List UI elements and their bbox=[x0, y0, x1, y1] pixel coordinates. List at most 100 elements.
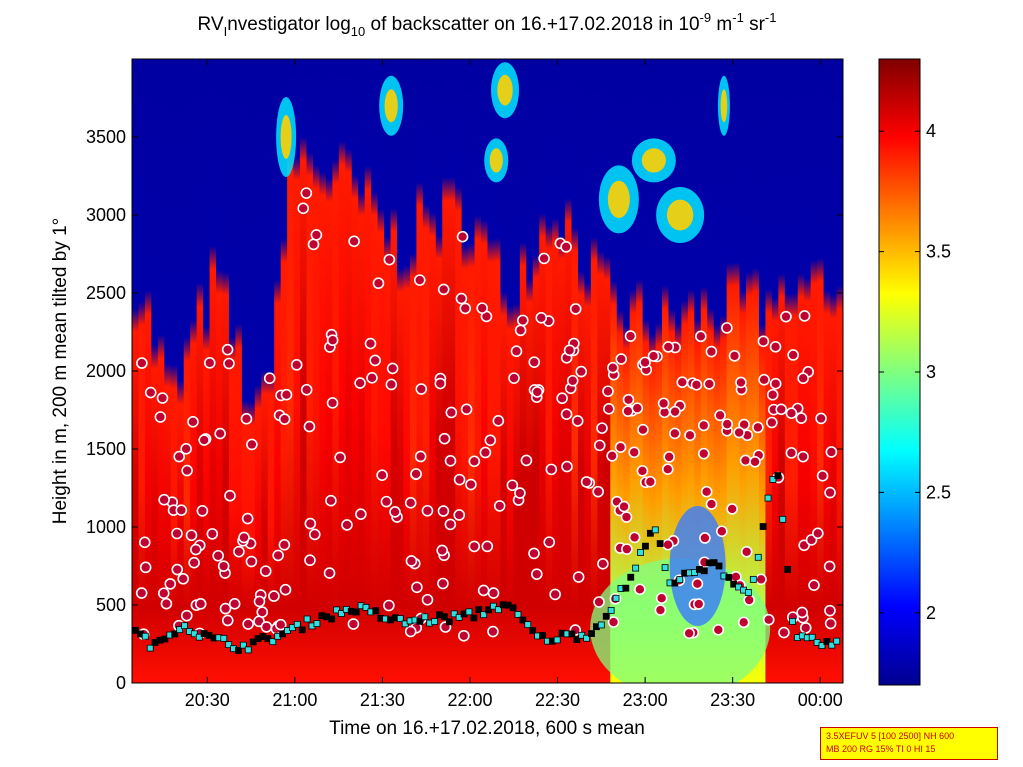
backscatter-peak-marker bbox=[699, 532, 711, 544]
backscatter-peak-marker bbox=[716, 525, 728, 538]
backscatter-peak-marker bbox=[190, 543, 202, 556]
backscatter-peak-marker bbox=[355, 508, 367, 520]
heatmap-column bbox=[707, 59, 715, 683]
cloud-base-marker bbox=[632, 564, 640, 572]
backscatter-peak-marker bbox=[444, 455, 457, 467]
backscatter-peak-marker bbox=[692, 598, 705, 610]
backscatter-peak-marker bbox=[180, 609, 193, 622]
backscatter-peak-marker bbox=[348, 235, 360, 248]
heatmap-column bbox=[771, 59, 779, 683]
heatmap-column bbox=[222, 59, 230, 683]
cloud-base-marker bbox=[754, 553, 762, 561]
heatmap-column bbox=[506, 59, 514, 683]
heatmap-column bbox=[332, 59, 340, 683]
backscatter-peak-marker bbox=[628, 531, 641, 544]
heatmap-column bbox=[351, 59, 359, 683]
backscatter-peak-marker bbox=[437, 577, 449, 590]
heatmap-column bbox=[377, 59, 385, 683]
heatmap-column bbox=[455, 59, 463, 683]
x-axis: 20:30 21:00 21:30 22:00 22:30 23:00 23:30 00:00 bbox=[185, 59, 843, 710]
backscatter-peak-marker bbox=[569, 303, 582, 315]
backscatter-peak-marker bbox=[683, 627, 695, 640]
x-tick-label: 22:30 bbox=[535, 690, 580, 710]
backscatter-peak-marker bbox=[136, 357, 148, 369]
backscatter-peak-marker bbox=[188, 556, 200, 569]
heatmap-column bbox=[584, 59, 592, 683]
backscatter-peak-marker bbox=[181, 464, 193, 477]
cloud-base-marker bbox=[313, 620, 321, 627]
backscatter-peak-marker bbox=[662, 341, 675, 353]
backscatter-peak-marker bbox=[310, 229, 323, 241]
x-tick-label: 22:00 bbox=[447, 690, 492, 710]
backscatter-peak-marker bbox=[549, 588, 561, 601]
backscatter-peak-marker bbox=[661, 463, 674, 475]
backscatter-peak-marker bbox=[556, 392, 568, 405]
backscatter-peak-marker bbox=[655, 592, 668, 605]
processing-stamp: 3.5XEFUV 5 [100 2500] NH 600 MB 200 RG 1… bbox=[820, 727, 998, 760]
heatmap-column bbox=[293, 59, 301, 683]
cloud-base-marker bbox=[235, 647, 242, 654]
heatmap-column bbox=[190, 59, 198, 683]
backscatter-peak-marker bbox=[662, 538, 674, 551]
backscatter-peak-marker bbox=[705, 345, 718, 358]
title-part: of backscatter on 16.+17.02.2018 in 10 bbox=[365, 14, 699, 35]
heatmap-column bbox=[319, 59, 327, 683]
backscatter-peak-marker bbox=[260, 621, 273, 633]
cloud-base-marker bbox=[176, 626, 184, 634]
cloud-base-marker bbox=[700, 567, 708, 575]
backscatter-peak-marker bbox=[796, 606, 808, 619]
backscatter-peak-marker bbox=[492, 415, 505, 427]
backscatter-peak-marker bbox=[421, 504, 434, 517]
cloud-base-marker bbox=[661, 564, 669, 572]
backscatter-peak-marker bbox=[173, 450, 186, 463]
backscatter-peak-marker bbox=[290, 359, 303, 371]
backscatter-peak-marker bbox=[571, 415, 584, 427]
backscatter-peak-marker bbox=[755, 573, 767, 586]
backscatter-peak-marker bbox=[224, 489, 236, 502]
heatmap-column bbox=[597, 59, 605, 683]
colorbar-gradient bbox=[878, 58, 921, 686]
heatmap-column bbox=[209, 59, 217, 683]
heatmap-column bbox=[674, 59, 683, 683]
backscatter-peak-marker bbox=[164, 578, 177, 590]
heatmap-column bbox=[513, 59, 521, 683]
heatmap-column bbox=[422, 59, 430, 683]
y-tick-label: 3000 bbox=[86, 205, 126, 225]
cloud-base-marker bbox=[529, 627, 537, 634]
x-axis-label: Time on 16.+17.02.2018, 600 s mean bbox=[329, 718, 645, 739]
heatmap-column bbox=[558, 59, 566, 683]
heatmap-column bbox=[713, 59, 721, 683]
backscatter-peak-marker bbox=[203, 357, 216, 369]
cloud-base-marker bbox=[161, 635, 169, 643]
heatmap-column bbox=[312, 59, 321, 683]
cloud-base-marker bbox=[181, 622, 188, 630]
backscatter-peak-marker bbox=[404, 497, 417, 509]
heatmap-column bbox=[371, 59, 379, 683]
cloud-base-marker bbox=[651, 526, 659, 534]
backscatter-peak-marker bbox=[272, 549, 284, 562]
cloud-base-marker bbox=[588, 630, 595, 637]
heatmap-column bbox=[655, 59, 663, 683]
backscatter-peak-marker bbox=[676, 376, 689, 389]
heatmap-column bbox=[565, 59, 573, 683]
cloud-base-marker bbox=[421, 613, 429, 621]
backscatter-peak-marker bbox=[780, 310, 792, 323]
backscatter-peak-marker bbox=[334, 451, 346, 464]
x-tick-label: 23:00 bbox=[623, 690, 668, 710]
cloud-base-marker bbox=[171, 630, 179, 638]
backscatter-peak-marker bbox=[484, 434, 497, 447]
heatmap-column bbox=[539, 59, 547, 683]
cloud-base-marker bbox=[715, 562, 723, 570]
y-tick-label: 2000 bbox=[86, 361, 126, 381]
cloud-base-marker bbox=[338, 610, 345, 617]
chart-title: RVInvestigator log10 of backscatter on 1… bbox=[198, 10, 777, 39]
cloud-base-marker bbox=[789, 618, 796, 625]
heatmap-column bbox=[668, 59, 676, 683]
x-tick-label: 20:30 bbox=[185, 690, 230, 710]
heatmap-column bbox=[241, 59, 249, 683]
backscatter-peak-marker bbox=[477, 584, 490, 597]
cloud-base-marker bbox=[396, 615, 404, 623]
cloud-base-marker bbox=[441, 613, 448, 621]
y-tick-label: 1500 bbox=[86, 439, 126, 459]
